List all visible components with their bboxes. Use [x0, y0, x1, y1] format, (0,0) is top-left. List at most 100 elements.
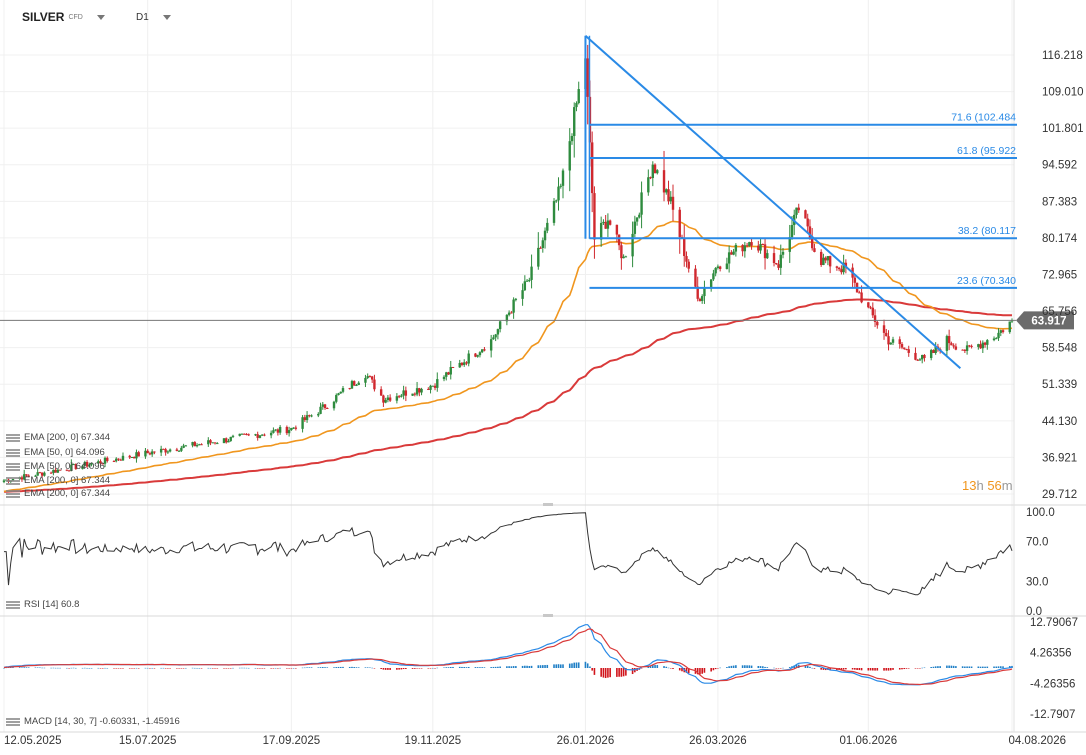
macd-histogram-bar [117, 668, 120, 669]
candle-body [36, 472, 39, 476]
candle-body [748, 242, 751, 247]
macd-histogram-bar [858, 668, 861, 671]
macd-histogram-bar [921, 667, 924, 669]
candle-body [317, 413, 320, 416]
candle-body [467, 353, 470, 364]
price-axis-label: 101.801 [1042, 123, 1084, 135]
macd-histogram-bar [259, 668, 261, 669]
candle-body [200, 444, 203, 446]
macd-histogram-bar [804, 665, 807, 668]
candle-body [635, 217, 639, 222]
candle-body [824, 257, 827, 261]
macd-histogram-bar [476, 667, 479, 668]
candle-body [238, 433, 241, 436]
legend-ema-200[interactable]: EMA [200, 0] 67.344 [6, 432, 110, 443]
legend-rsi[interactable]: RSI [14] 60.8 [6, 599, 79, 610]
macd-histogram-bar [730, 665, 733, 668]
candle-body [128, 455, 131, 458]
macd-histogram-bar [431, 667, 434, 669]
candle-body [871, 307, 875, 316]
macd-histogram-bar [418, 668, 421, 669]
macd-histogram-bar [982, 666, 984, 668]
macd-histogram-bar [308, 667, 311, 668]
candle-body [698, 298, 702, 301]
macd-histogram-bar [191, 667, 194, 669]
candle-body [826, 256, 830, 261]
macd-histogram-bar [66, 667, 68, 669]
candle-body [950, 343, 953, 346]
macd-histogram-bar [115, 668, 118, 669]
macd-histogram-bar [351, 666, 353, 668]
macd-histogram-bar [649, 665, 652, 668]
macd-histogram-bar [946, 665, 948, 668]
legend-ema-50-dup[interactable]: EMA [50, 0] 64.096 [6, 461, 105, 472]
settings-icon [6, 489, 20, 498]
candle-body [23, 474, 26, 480]
candle-body [397, 396, 401, 398]
macd-histogram-bar [586, 663, 589, 668]
symbol-selector[interactable]: SILVER CFD [22, 8, 105, 26]
candle-body [332, 401, 336, 409]
candle-body [465, 362, 468, 364]
macd-histogram-bar [182, 668, 185, 669]
macd-histogram-bar [467, 666, 470, 668]
macd-histogram-bar [593, 668, 596, 675]
macd-histogram-bar [856, 668, 858, 671]
macd-histogram-bar [317, 667, 320, 668]
candle-body [348, 388, 351, 390]
candle-body [49, 472, 53, 474]
candle-body [795, 207, 798, 215]
macd-histogram-bar [788, 667, 791, 668]
macd-histogram-bar [656, 665, 659, 668]
macd-histogram-bar [541, 665, 544, 668]
candle-body [476, 355, 479, 357]
macd-histogram-bar [247, 667, 250, 669]
macd-histogram-bar [364, 667, 367, 668]
macd-histogram-bar [39, 667, 41, 669]
candle-body [478, 352, 482, 356]
legend-ema-200-dup2[interactable]: EMA [200, 0] 67.344 [6, 488, 110, 499]
candle-body [631, 233, 634, 257]
candle-body [923, 354, 926, 358]
macd-histogram-bar [84, 667, 86, 669]
macd-histogram-bar [342, 666, 344, 668]
legend-ema-200-dup[interactable]: EMA [200, 0] 67.344 [6, 475, 110, 486]
macd-histogram-bar [416, 668, 418, 669]
candle-body [319, 406, 322, 414]
macd-histogram-bar [887, 668, 890, 671]
macd-histogram-bar [59, 667, 61, 669]
macd-histogram-bar [665, 666, 668, 668]
legend-ema-50[interactable]: EMA [50, 0] 64.096 [6, 447, 105, 458]
legend-macd[interactable]: MACD [14, 30, 7] -0.60331, -1.45916 [6, 716, 180, 727]
candle-body [404, 390, 408, 396]
candle-body [355, 384, 358, 386]
macd-histogram-bar [979, 666, 982, 668]
candle-body [195, 445, 199, 447]
candle-body [260, 434, 264, 436]
macd-histogram-bar [775, 668, 778, 669]
macd-histogram-bar [164, 668, 167, 669]
macd-histogram-bar [728, 666, 730, 668]
candle-body [525, 280, 529, 282]
macd-histogram-bar [993, 666, 995, 668]
macd-histogram-bar [449, 667, 452, 668]
timeframe-selector[interactable]: D1 [136, 8, 171, 26]
candle-body [88, 464, 91, 467]
macd-histogram-bar [357, 667, 360, 668]
macd-histogram-bar [526, 665, 528, 668]
candle-body [216, 443, 219, 445]
price-axis-label: 80.174 [1042, 233, 1078, 245]
macd-histogram-bar [575, 662, 578, 668]
price-axis-label: 109.010 [1042, 87, 1084, 99]
macd-histogram-bar [57, 667, 59, 669]
macd-histogram-bar [389, 668, 391, 670]
macd-histogram-bar [81, 667, 84, 669]
candle-body [700, 296, 704, 301]
candle-body [341, 388, 345, 392]
candle-body [512, 299, 515, 313]
candle-body [130, 456, 134, 458]
macd-histogram-bar [555, 664, 558, 668]
candle-body [669, 196, 672, 202]
candle-body [757, 245, 760, 251]
